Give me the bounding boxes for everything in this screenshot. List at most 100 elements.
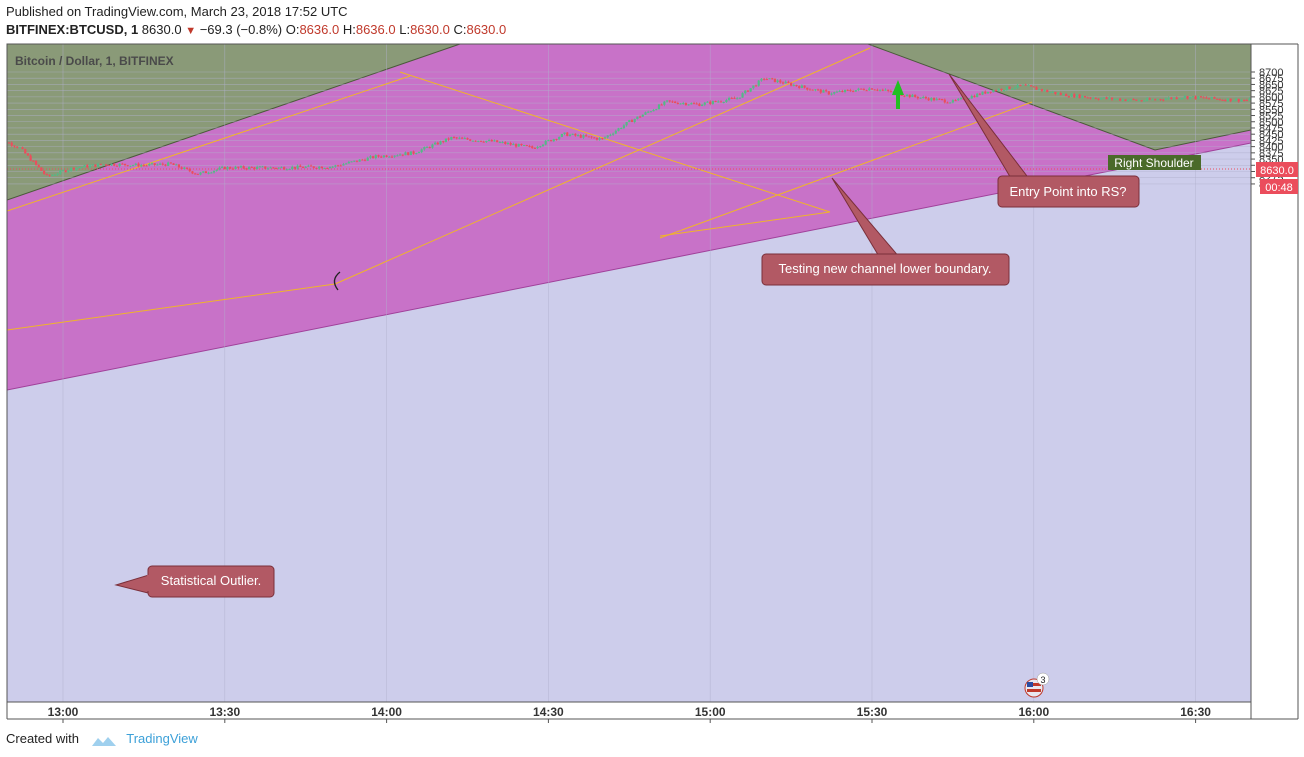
candle-body: [787, 81, 790, 83]
last-price: 8630.0: [141, 22, 182, 37]
candle-body: [727, 97, 731, 100]
candle-body: [183, 167, 186, 169]
candle-body: [997, 88, 1000, 91]
candle-body: [644, 112, 647, 115]
candle-body: [574, 133, 577, 136]
candle-body: [137, 163, 140, 167]
candle-body: [1108, 97, 1111, 99]
candle-body: [1137, 100, 1141, 102]
candle-body: [372, 156, 375, 159]
candle-body: [657, 104, 661, 110]
candle-body: [326, 167, 329, 169]
candle-body: [482, 141, 485, 143]
candle-body: [1003, 90, 1006, 92]
candle-body: [231, 168, 234, 170]
candle-body: [444, 138, 448, 142]
candle-body: [180, 167, 183, 169]
candle-body: [436, 142, 439, 145]
created-with: Created with: [6, 731, 79, 746]
candle-body: [1073, 94, 1076, 98]
candle-body: [118, 163, 121, 167]
candle-body: [714, 100, 717, 102]
candle-body: [280, 167, 283, 169]
candle-body: [67, 170, 70, 173]
candle-body: [1213, 96, 1216, 99]
candle-body: [417, 152, 421, 154]
price-badge-text: 8630.0: [1260, 165, 1294, 177]
candle-body: [113, 163, 116, 166]
candle-body: [641, 114, 644, 117]
candle-body: [1118, 98, 1122, 101]
candle-body: [283, 167, 286, 170]
candle-body: [663, 101, 666, 105]
candle-body: [1191, 96, 1194, 98]
candle-body: [434, 142, 437, 145]
candle-body: [701, 104, 704, 106]
candle-body: [264, 166, 267, 169]
candle-body: [7, 142, 11, 144]
candle-body: [194, 173, 197, 175]
candle-body: [1292, 98, 1294, 99]
candle-body: [158, 163, 162, 165]
candle-body: [1059, 93, 1062, 95]
callout-testing: Testing new channel lower boundary.: [761, 177, 1010, 286]
candle-body: [1081, 95, 1084, 98]
candle-body: [595, 137, 599, 140]
candle-body: [1029, 85, 1033, 87]
candle-body: [13, 145, 16, 147]
candle-body: [941, 99, 944, 101]
candle-body: [914, 94, 917, 97]
candle-body: [1000, 88, 1003, 91]
candle-body: [833, 92, 836, 94]
candle-body: [1013, 87, 1017, 89]
candle-body: [827, 91, 830, 95]
candle-body: [703, 102, 706, 105]
y-tick-label: 8500: [1259, 117, 1283, 129]
candle-body: [590, 136, 593, 138]
candle-body: [951, 100, 954, 103]
candle-body: [293, 166, 297, 169]
candle-body: [51, 174, 54, 176]
candle-body: [1005, 86, 1008, 91]
candle-body: [69, 167, 73, 171]
candle-body: [202, 171, 205, 173]
candle-body: [409, 151, 412, 156]
candle-body: [771, 78, 774, 80]
tradingview-logo-icon[interactable]: [91, 734, 117, 746]
flag-icon[interactable]: 3: [1024, 672, 1050, 698]
candle-body: [72, 167, 75, 170]
candle-body: [585, 135, 588, 137]
candle-body: [819, 89, 822, 93]
candle-body: [175, 164, 178, 166]
candle-body: [852, 91, 855, 93]
candle-body: [1186, 96, 1189, 99]
candle-body: [423, 147, 426, 150]
candle-body: [45, 173, 48, 175]
symbol-label: BITFINEX:BTCUSD, 1: [6, 22, 139, 37]
candle-body: [469, 139, 472, 141]
candle-body: [43, 170, 46, 174]
candle-body: [1043, 89, 1046, 91]
candle-body: [609, 134, 612, 136]
candle-body: [976, 93, 979, 98]
candle-body: [520, 143, 523, 146]
candle-body: [1132, 98, 1135, 100]
candle-body: [868, 88, 871, 91]
candle-body: [806, 87, 809, 90]
candle-body: [1243, 100, 1246, 102]
candle-body: [78, 167, 81, 169]
candle-body: [490, 140, 493, 142]
candle-body: [369, 156, 372, 158]
candle-body: [463, 138, 466, 140]
candle-body: [1011, 88, 1014, 90]
tradingview-link[interactable]: TradingView: [126, 731, 198, 746]
candle-body: [493, 140, 496, 142]
candle-body: [647, 111, 650, 113]
candle-body: [1205, 97, 1208, 99]
candle-body: [862, 89, 866, 91]
candle-body: [981, 91, 984, 95]
candle-body: [320, 166, 323, 169]
candle-body: [579, 135, 582, 138]
candle-body: [487, 140, 491, 142]
